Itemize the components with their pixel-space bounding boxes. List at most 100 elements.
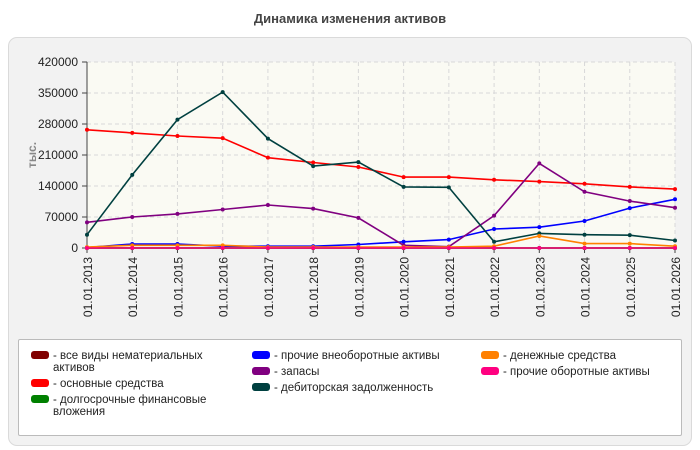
x-tick-label: 01.01.2017 bbox=[262, 257, 276, 317]
y-tick-label: 280000 bbox=[38, 117, 78, 131]
data-point bbox=[311, 246, 316, 250]
data-point bbox=[582, 218, 587, 223]
x-tick-label: 01.01.2014 bbox=[126, 257, 140, 317]
data-point bbox=[356, 164, 361, 169]
x-tick-label: 01.01.2016 bbox=[217, 257, 231, 317]
data-point bbox=[446, 175, 451, 180]
x-tick-label: 01.01.2018 bbox=[307, 257, 321, 317]
data-point bbox=[537, 246, 542, 250]
data-point bbox=[401, 246, 406, 250]
data-point bbox=[356, 246, 361, 250]
legend-swatch bbox=[252, 367, 270, 375]
x-tick-label: 01.01.2024 bbox=[579, 257, 593, 317]
data-point bbox=[537, 161, 542, 166]
data-point bbox=[401, 184, 406, 189]
x-tick-label: 01.01.2021 bbox=[443, 257, 457, 317]
data-point bbox=[446, 185, 451, 190]
data-point bbox=[265, 203, 270, 208]
legend-swatch bbox=[481, 367, 499, 375]
data-point bbox=[492, 246, 497, 250]
data-point bbox=[311, 164, 316, 169]
data-point bbox=[401, 239, 406, 244]
data-point bbox=[175, 133, 180, 138]
data-point bbox=[446, 246, 451, 250]
legend-label: - прочие внеоборотные активы bbox=[274, 350, 440, 362]
y-tick-label: 140000 bbox=[38, 179, 78, 193]
series-line bbox=[86, 198, 676, 249]
data-point bbox=[673, 197, 677, 202]
y-tick-label: 350000 bbox=[38, 86, 78, 100]
data-point bbox=[130, 172, 135, 177]
x-tick-label: 01.01.2020 bbox=[398, 257, 412, 317]
data-point bbox=[673, 205, 677, 210]
data-point bbox=[492, 177, 497, 182]
data-point bbox=[627, 246, 632, 250]
data-point bbox=[175, 117, 180, 122]
legend-label: - денежные средства bbox=[503, 350, 617, 362]
data-point bbox=[582, 232, 587, 237]
series-line bbox=[86, 129, 676, 190]
x-tick-label: 01.01.2022 bbox=[488, 257, 502, 317]
chart-title: Динамика изменения активов bbox=[253, 11, 447, 26]
data-point bbox=[265, 155, 270, 160]
y-tick-label: 420000 bbox=[38, 55, 78, 69]
data-point bbox=[582, 246, 587, 250]
data-point bbox=[537, 234, 542, 239]
x-tick-label: 01.01.2019 bbox=[352, 257, 366, 317]
data-point bbox=[220, 90, 225, 95]
series-line bbox=[86, 91, 676, 243]
data-point bbox=[175, 246, 180, 250]
data-point bbox=[627, 199, 632, 204]
y-tick-label: 70000 bbox=[45, 210, 79, 224]
legend-label: - прочие оборотные активы bbox=[503, 366, 650, 378]
x-tick-label: 01.01.2015 bbox=[171, 257, 185, 317]
data-point bbox=[492, 213, 497, 218]
data-point bbox=[627, 233, 632, 238]
data-point bbox=[85, 127, 89, 132]
y-tick-label: 210000 bbox=[38, 148, 78, 162]
line-chart: 42000035000028000021000014000070000001.0… bbox=[25, 55, 683, 317]
data-point bbox=[492, 239, 497, 244]
series-line bbox=[86, 162, 676, 248]
data-point bbox=[85, 220, 89, 225]
data-point bbox=[130, 246, 135, 250]
data-point bbox=[582, 181, 587, 186]
data-point bbox=[627, 206, 632, 211]
x-tick-label: 01.01.2023 bbox=[533, 257, 547, 317]
y-axis-label: тыс. bbox=[25, 142, 39, 168]
legend: - все виды нематериальных активов - основ… bbox=[18, 339, 682, 436]
data-point bbox=[582, 241, 587, 246]
data-point bbox=[446, 237, 451, 242]
data-point bbox=[537, 179, 542, 184]
x-tick-label: 01.01.2026 bbox=[669, 257, 683, 317]
data-point bbox=[311, 160, 316, 165]
data-point bbox=[582, 189, 587, 194]
data-point bbox=[673, 246, 677, 250]
x-tick-label: 01.01.2025 bbox=[624, 257, 638, 317]
y-tick-label: 0 bbox=[71, 241, 78, 255]
legend-label: - дебиторская задолженность bbox=[274, 382, 434, 394]
series-line bbox=[86, 235, 676, 248]
data-point bbox=[85, 232, 89, 237]
data-point bbox=[85, 246, 89, 250]
legend-swatch bbox=[252, 383, 270, 391]
data-point bbox=[220, 246, 225, 250]
data-point bbox=[130, 130, 135, 135]
legend-label: - запасы bbox=[274, 366, 320, 378]
legend-swatch bbox=[31, 351, 49, 359]
data-point bbox=[537, 225, 542, 230]
data-point bbox=[356, 215, 361, 220]
x-tick-label: 01.01.2013 bbox=[81, 257, 95, 317]
data-point bbox=[220, 207, 225, 212]
legend-label: - все виды нематериальных активов bbox=[53, 350, 203, 374]
data-point bbox=[673, 238, 677, 243]
data-point bbox=[492, 226, 497, 231]
data-point bbox=[356, 160, 361, 165]
legend-label: - основные средства bbox=[53, 378, 164, 390]
legend-swatch bbox=[31, 395, 49, 403]
data-point bbox=[627, 184, 632, 189]
data-point bbox=[673, 187, 677, 192]
legend-swatch bbox=[252, 351, 270, 359]
data-point bbox=[627, 241, 632, 246]
data-point bbox=[401, 175, 406, 180]
